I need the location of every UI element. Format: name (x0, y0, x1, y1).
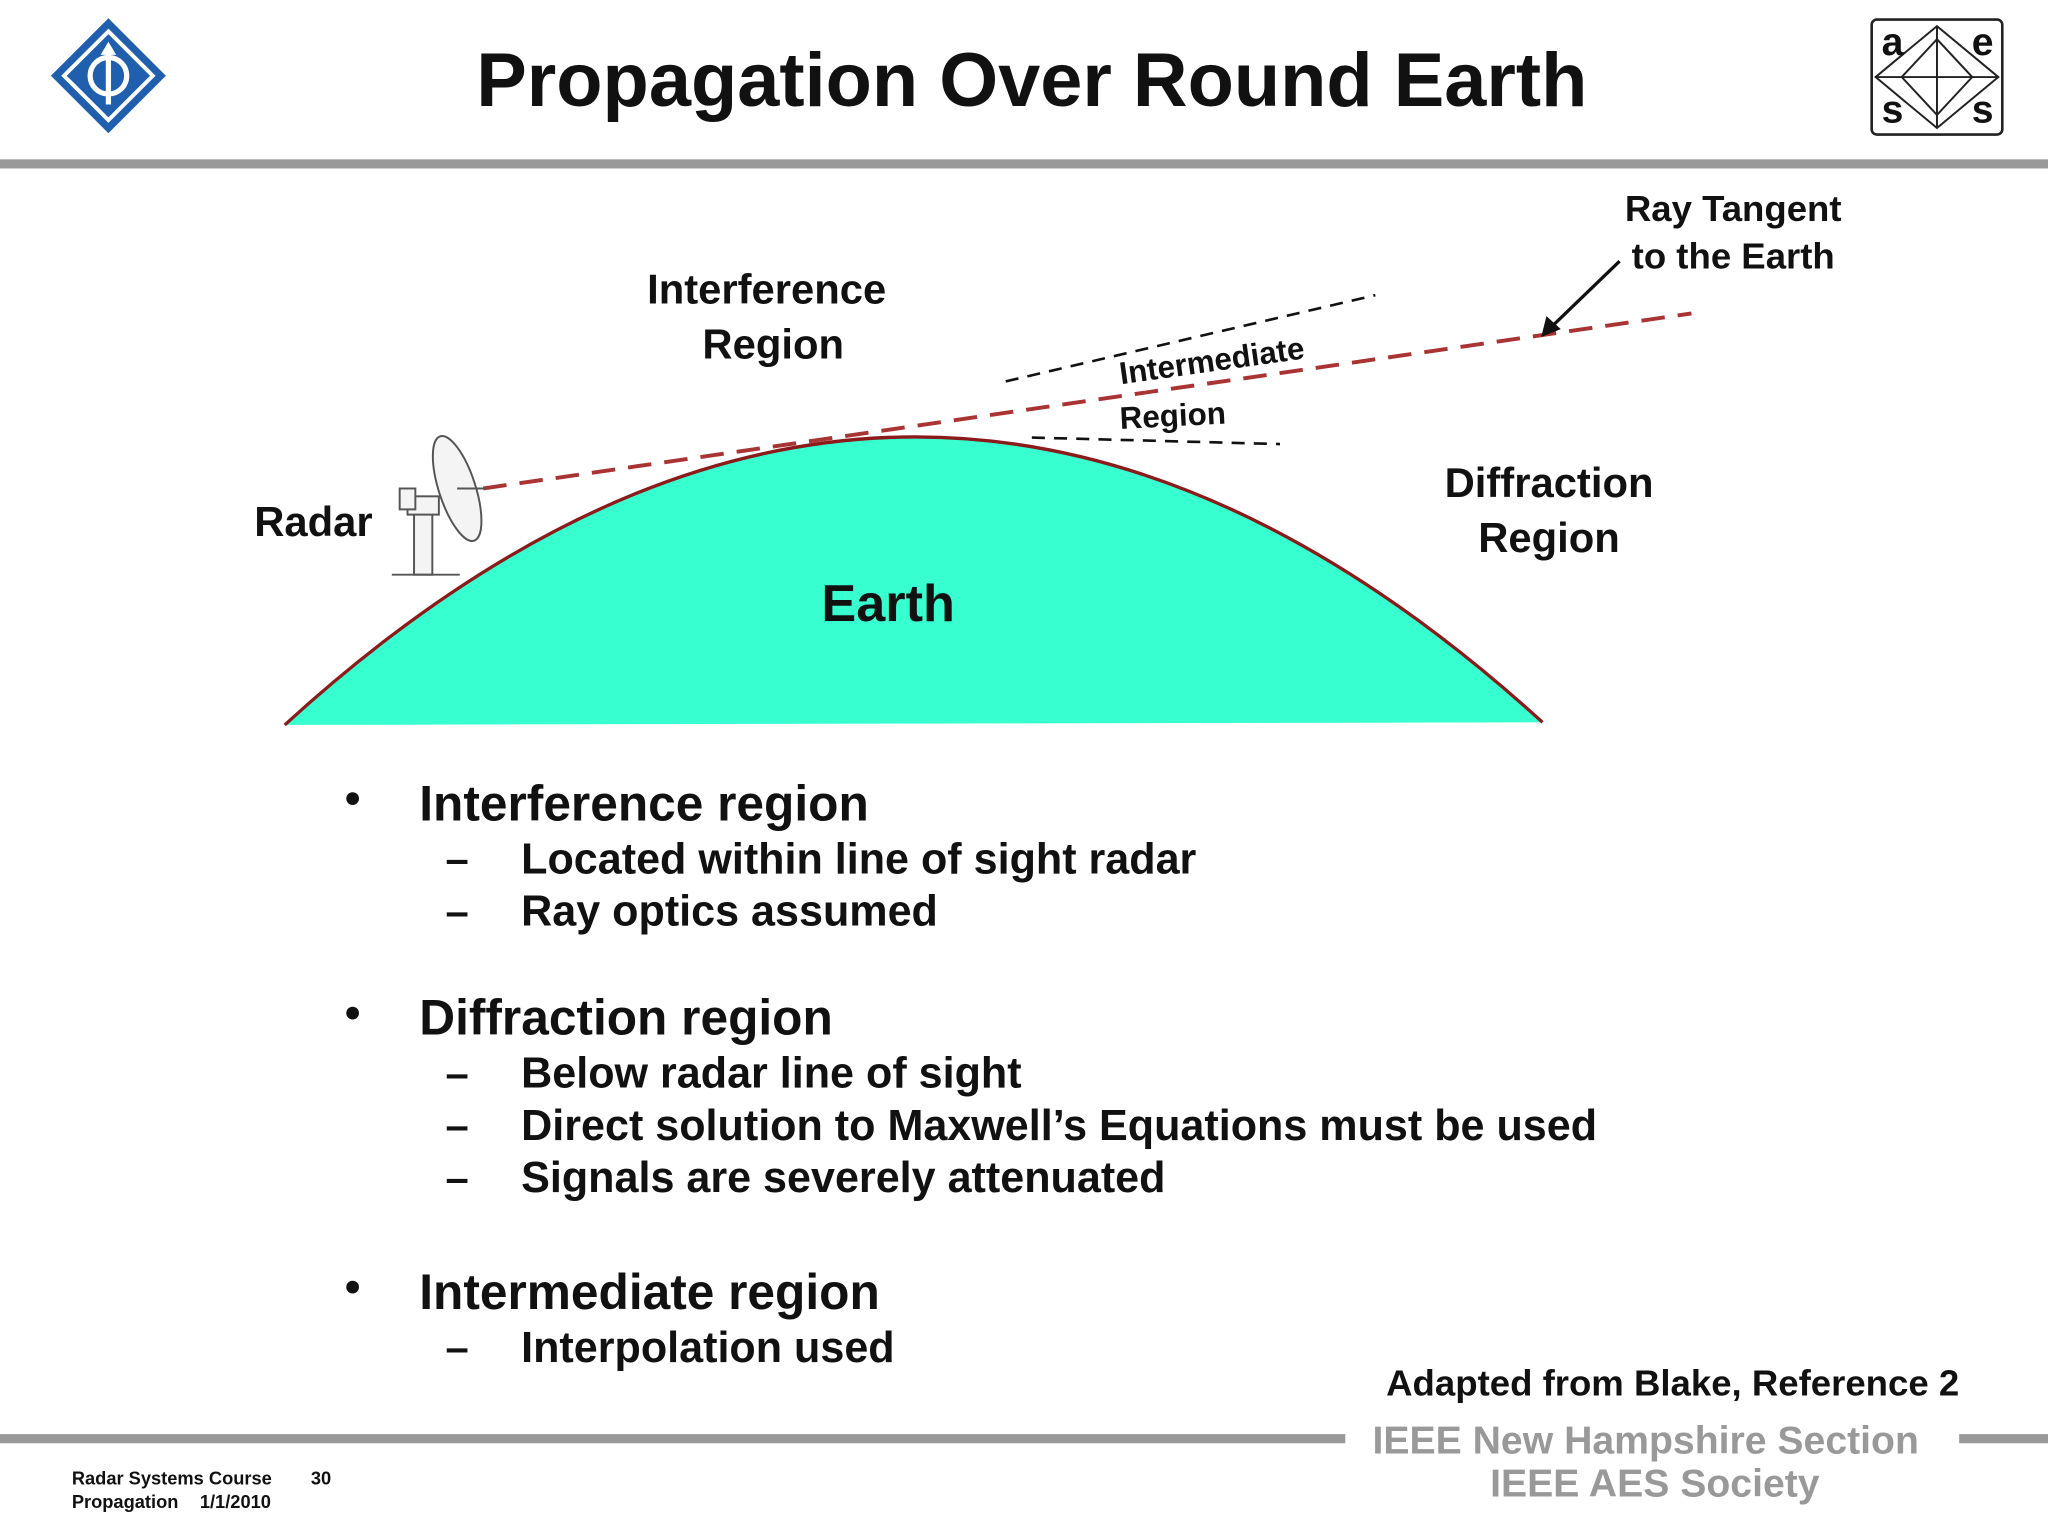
dash-marker: – (446, 835, 469, 882)
footer-org: IEEE AES Society (1490, 1463, 1820, 1506)
dash-marker: – (446, 1049, 469, 1096)
footer-course: Radar Systems Course (72, 1468, 272, 1489)
label: Region (1119, 395, 1227, 436)
label: Ray Tangent (1625, 188, 1842, 229)
dash-marker: – (446, 1154, 469, 1201)
bullet-marker: • (345, 989, 361, 1038)
dash-marker: – (446, 1102, 469, 1149)
label: Interference (647, 266, 886, 313)
bullet-marker: • (345, 775, 361, 824)
tangent-ray (482, 311, 1692, 491)
footer-rule (1959, 1434, 2048, 1444)
label: to the Earth (1632, 235, 1835, 276)
sub-bullet-text: Below radar line of sight (521, 1050, 1021, 1098)
logo-letter: e (1972, 21, 1994, 64)
footer-topic: Propagation (72, 1491, 179, 1512)
ieee-logo (50, 18, 166, 134)
upper-boundary (1005, 293, 1376, 383)
bullet-marker: • (345, 1263, 361, 1312)
label: Region (1478, 514, 1620, 561)
footer-rule (0, 1434, 1346, 1444)
sub-bullet-text: Interpolation used (521, 1324, 895, 1372)
sub-bullet-text: Ray optics assumed (521, 888, 938, 936)
sub-bullet-text: Signals are severely attenuated (521, 1154, 1165, 1202)
logo-letter: s (1882, 89, 1904, 132)
label: Diffraction (1445, 459, 1654, 506)
bullet-list: • Interference region– Located within line… (345, 775, 1597, 1372)
footer-org: IEEE New Hampshire Section (1373, 1420, 1919, 1463)
footer-date: 1/1/2010 (200, 1491, 271, 1512)
radar-icon (391, 435, 486, 576)
title: Propagation Over Round Earth (476, 38, 1587, 123)
source-note: Adapted from Blake, Reference 2 (1386, 1362, 1959, 1403)
label: Earth (821, 575, 955, 633)
dash-marker: – (446, 887, 469, 934)
bullet-text: Intermediate region (419, 1264, 880, 1320)
arrow-shaft (1547, 260, 1621, 331)
header-rule (0, 159, 2048, 169)
footer-page: 30 (311, 1468, 331, 1489)
label: Region (702, 320, 844, 367)
sub-bullet-text: Direct solution to Maxwell’s Equations m… (521, 1102, 1597, 1150)
label: Radar (254, 498, 372, 545)
logo-letter: s (1972, 89, 1994, 132)
logo-letter: a (1882, 21, 1905, 64)
arrow-head (1541, 316, 1561, 337)
dash-marker: – (446, 1324, 469, 1371)
earth-outline (283, 435, 1544, 727)
aess-logo: a e s s (1870, 18, 2004, 136)
lower-boundary (1031, 436, 1281, 446)
bullet-text: Interference region (419, 775, 869, 831)
sub-bullet-text: Located within line of sight radar (521, 835, 1196, 883)
bullet-text: Diffraction region (419, 989, 833, 1045)
